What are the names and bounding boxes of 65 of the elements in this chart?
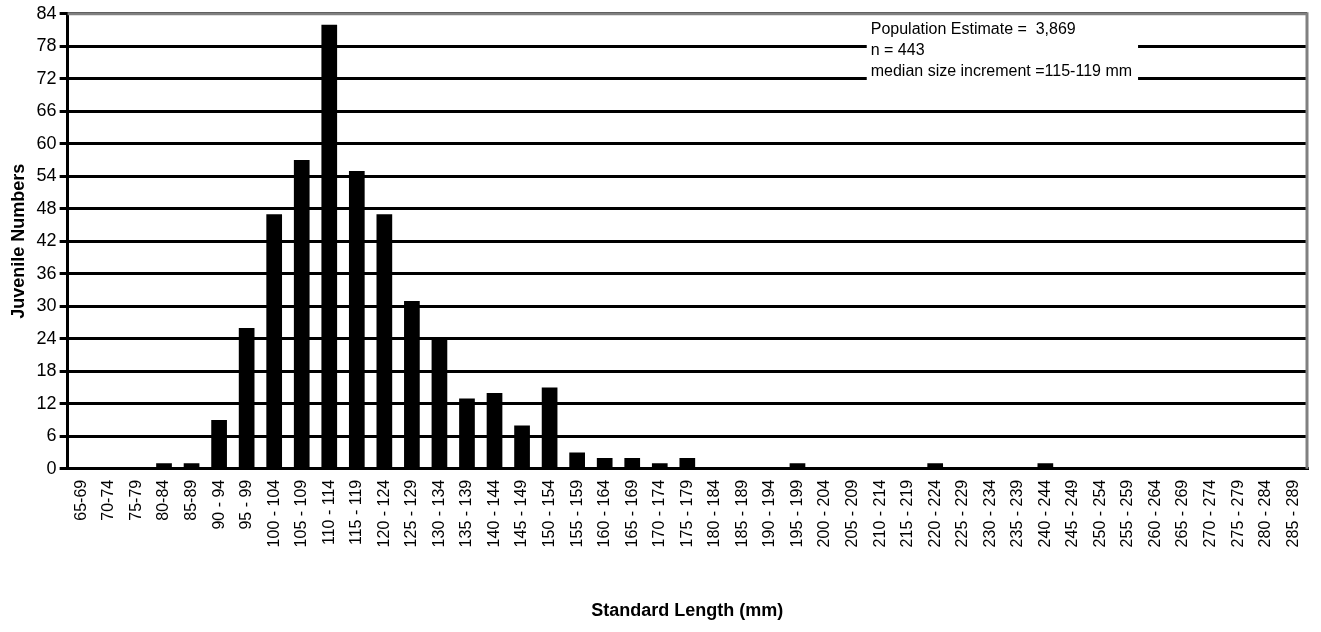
x-tick-label: 130 - 134 xyxy=(429,479,447,548)
x-tick-label: 255 - 259 xyxy=(1118,479,1136,548)
y-tick-label: 54 xyxy=(36,165,57,186)
x-tick-label: 235 - 239 xyxy=(1008,479,1026,548)
y-axis-title: Juvenile Numbers xyxy=(7,163,28,319)
x-tick-label: 75-79 xyxy=(126,479,144,521)
x-tick-label: 185 - 189 xyxy=(732,479,750,548)
x-tick-label: 170 - 174 xyxy=(650,479,668,548)
annotation: n = 443 xyxy=(870,41,925,59)
x-tick-label: 145 - 149 xyxy=(512,479,530,548)
y-tick-label: 6 xyxy=(46,425,57,446)
x-tick-label: 160 - 164 xyxy=(595,479,613,548)
y-tick-label: 36 xyxy=(36,262,57,283)
x-tick-label: 175 - 179 xyxy=(677,479,695,548)
x-tick-label: 275 - 279 xyxy=(1228,479,1246,548)
x-tick-label: 180 - 184 xyxy=(705,479,723,548)
x-tick-label: 205 - 209 xyxy=(842,479,860,548)
x-tick-label: 95 - 99 xyxy=(237,479,255,530)
y-tick-label: 78 xyxy=(36,35,57,56)
x-tick-label: 65-69 xyxy=(71,479,89,521)
y-tick-label: 72 xyxy=(36,67,57,88)
x-tick-label: 285 - 289 xyxy=(1283,479,1301,548)
x-tick-label: 85-89 xyxy=(181,479,199,521)
y-tick-label: 0 xyxy=(46,457,57,478)
x-tick-label: 250 - 254 xyxy=(1090,479,1108,548)
x-tick-label: 90 - 94 xyxy=(209,479,227,530)
x-tick-label: 215 - 219 xyxy=(898,479,916,548)
x-tick-label: 200 - 204 xyxy=(815,479,833,548)
x-tick-label: 260 - 264 xyxy=(1145,479,1163,548)
x-tick-label: 195 - 199 xyxy=(787,479,805,548)
x-tick-label: 150 - 154 xyxy=(540,479,558,548)
x-tick-label: 190 - 194 xyxy=(760,479,778,548)
y-tick-label: 30 xyxy=(36,295,57,316)
y-tick-label: 66 xyxy=(36,100,57,121)
y-tick-label: 48 xyxy=(36,197,57,218)
y-tick-label: 12 xyxy=(36,392,57,413)
x-tick-label: 230 - 234 xyxy=(980,479,998,548)
x-tick-label: 115 - 119 xyxy=(347,479,365,546)
y-tick-label: 42 xyxy=(36,230,57,251)
annotation: median size increment =115-119 mm xyxy=(870,62,1133,80)
x-axis-title: Standard Length (mm) xyxy=(591,600,784,621)
x-tick-label: 125 - 129 xyxy=(402,479,420,548)
y-tick-label: 24 xyxy=(36,327,57,348)
x-tick-label: 110 - 114 xyxy=(319,479,337,546)
y-tick-label: 18 xyxy=(36,360,57,381)
x-tick-label: 265 - 269 xyxy=(1173,479,1191,548)
x-tick-label: 140 - 144 xyxy=(484,479,502,548)
x-tick-label: 210 - 214 xyxy=(870,479,888,548)
x-tick-label: 70-74 xyxy=(99,479,117,521)
x-tick-label: 155 - 159 xyxy=(567,479,585,548)
x-tick-label: 270 - 274 xyxy=(1201,479,1219,548)
x-tick-label: 220 - 224 xyxy=(925,479,943,548)
x-tick-label: 80-84 xyxy=(154,479,172,521)
x-tick-label: 135 - 139 xyxy=(457,479,475,548)
x-tick-label: 240 - 244 xyxy=(1035,479,1053,548)
x-tick-label: 225 - 229 xyxy=(953,479,971,548)
x-tick-label: 245 - 249 xyxy=(1063,479,1081,548)
x-tick-label: 280 - 284 xyxy=(1256,479,1274,548)
x-tick-label: 120 - 124 xyxy=(374,479,392,548)
x-tick-label: 100 - 104 xyxy=(264,479,282,548)
y-tick-label: 60 xyxy=(36,132,57,153)
y-tick-label: 84 xyxy=(36,2,57,23)
x-tick-label: 165 - 169 xyxy=(622,479,640,548)
x-tick-label: 105 - 109 xyxy=(292,479,310,548)
annotation: Population Estimate = 3,869 xyxy=(870,20,1076,38)
